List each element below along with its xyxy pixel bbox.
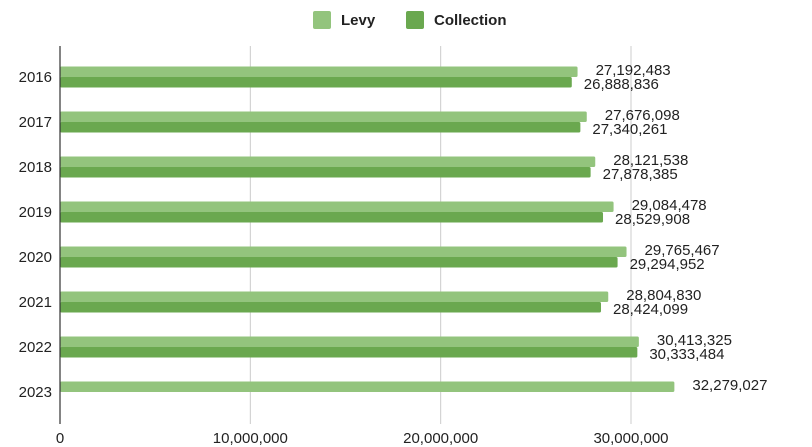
data-label-levy: 28,804,830 [626,287,701,304]
x-axis: 0 10,000,000 20,000,000 30,000,000 [56,430,669,447]
data-label-levy: 27,192,483 [596,62,671,79]
bar-levy-2020[interactable] [60,246,627,258]
y-tick-label: 2021 [19,294,52,311]
bar-collection-2022[interactable] [60,347,638,358]
bar-levy-2016[interactable] [60,66,578,78]
legend[interactable]: Levy Collection [313,11,507,29]
y-tick-label: 2022 [19,339,52,356]
data-label-levy: 29,084,478 [632,197,707,214]
data-label-levy: 28,121,538 [613,152,688,169]
x-tick-label: 30,000,000 [593,430,668,447]
y-axis: 2016 2017 2018 2019 2020 2021 2022 2023 [19,46,61,424]
gridlines [249,46,632,424]
data-label-collection: 29,294,952 [630,256,705,273]
x-tick-label: 0 [56,430,64,447]
data-label-collection: 27,340,261 [592,121,667,138]
y-tick-label: 2020 [19,249,52,266]
x-tick-label: 10,000,000 [213,430,288,447]
legend-item-levy[interactable]: Levy [313,11,376,29]
bar-levy-2017[interactable] [60,111,587,123]
data-label-collection: 28,529,908 [615,211,690,228]
data-label-collection: 30,333,484 [649,346,724,363]
y-tick-label: 2019 [19,204,52,221]
bar-collection-2017[interactable] [60,122,581,133]
data-label-levy: 27,676,098 [605,107,680,124]
y-tick-label: 2023 [19,384,52,401]
data-label-levy: 29,765,467 [645,242,720,259]
data-label-collection: 26,888,836 [584,76,659,93]
data-label-levy: 30,413,325 [657,332,732,349]
y-tick-label: 2017 [19,114,52,131]
bar-levy-2022[interactable] [60,336,639,348]
bar-levy-2018[interactable] [60,156,596,168]
bar-collection-2016[interactable] [60,77,572,88]
legend-swatch [313,11,331,29]
data-label-collection: 27,878,385 [603,166,678,183]
bar-collection-2021[interactable] [60,302,602,313]
bar-levy-2019[interactable] [60,201,614,213]
legend-label: Collection [434,12,507,29]
bar-collection-2019[interactable] [60,212,604,223]
data-label-levy: 32,279,027 [692,377,767,394]
bars [60,66,675,393]
legend-swatch [406,11,424,29]
bar-levy-2023[interactable] [60,381,675,393]
x-tick-label: 20,000,000 [403,430,478,447]
data-label-collection: 28,424,099 [613,301,688,318]
legend-item-collection[interactable]: Collection [406,11,507,29]
legend-label: Levy [341,12,376,29]
y-tick-label: 2018 [19,159,52,176]
bar-collection-2018[interactable] [60,167,591,178]
y-tick-label: 2016 [19,69,52,86]
bar-collection-2020[interactable] [60,257,618,268]
bar-levy-2021[interactable] [60,291,609,303]
